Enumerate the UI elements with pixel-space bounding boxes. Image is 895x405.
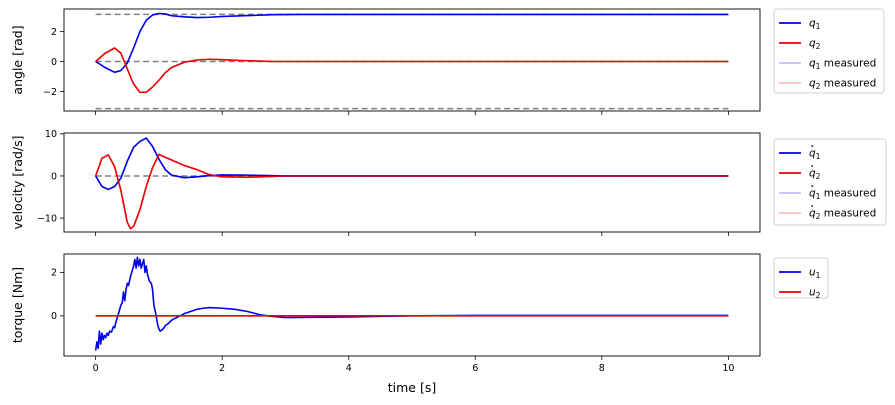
legend-label: q2	[809, 168, 821, 182]
y-tick-label: −2	[43, 87, 57, 98]
y-axis-label: torque [Nm]	[10, 267, 25, 343]
series-line-u1	[94, 256, 729, 351]
x-tick-label: 2	[219, 363, 225, 374]
y-axis-label: velocity [rad/s]	[10, 135, 25, 229]
legend-label: q2 measured	[809, 78, 876, 92]
y-tick-label: 2	[51, 27, 57, 38]
series-line-q̇1-measured	[94, 137, 729, 191]
legend-label: u2	[809, 287, 821, 301]
series-line-q1	[95, 12, 729, 74]
y-tick-label: 10	[45, 129, 57, 140]
series-line-q̇2-measured	[94, 153, 729, 230]
x-tick-label: 10	[722, 363, 734, 374]
legend-label: q1 measured	[809, 58, 876, 72]
series-line-q1-measured	[95, 12, 729, 74]
axes-frame	[63, 132, 761, 233]
x-tick-label: 8	[599, 363, 605, 374]
axes-frame	[63, 8, 761, 112]
x-tick-label: 4	[346, 363, 352, 374]
series-line-q̇1	[94, 137, 729, 191]
x-axis-label: time [s]	[388, 380, 436, 395]
legend-label: u1	[809, 267, 821, 281]
x-tick-label: 0	[93, 363, 99, 374]
legend-label: q1	[809, 18, 821, 32]
legend-label: q1 measured	[809, 188, 876, 202]
x-tick-label: 6	[472, 363, 478, 374]
y-tick-label: 0	[51, 57, 57, 68]
legend-label: q2 measured	[809, 208, 876, 222]
y-tick-label: 0	[51, 311, 57, 322]
subplot-1: −2 0 2 angle [rad] q1 q2 q1 measured q2 measure…	[10, 8, 885, 115]
legend-label: q2	[809, 38, 821, 52]
y-tick-label: 0	[51, 171, 57, 182]
legend: q1 q2 q1 measured q2 measured	[773, 138, 887, 226]
y-tick-label: 2	[51, 268, 57, 279]
series-line-q2-measured	[95, 47, 729, 94]
y-tick-label: −10	[37, 213, 57, 224]
legend-label: q1	[809, 148, 821, 162]
series-line-q̇2	[94, 153, 729, 230]
axes-frame	[63, 253, 761, 357]
y-axis-label: angle [rad]	[10, 25, 25, 94]
legend: q1 q2 q1 measured q2 measured	[773, 8, 885, 94]
series-line-q2	[95, 47, 729, 94]
subplot-2: −10 0 10 velocity [rad/s] q1 q2 q1 measured q2 …	[10, 129, 887, 236]
